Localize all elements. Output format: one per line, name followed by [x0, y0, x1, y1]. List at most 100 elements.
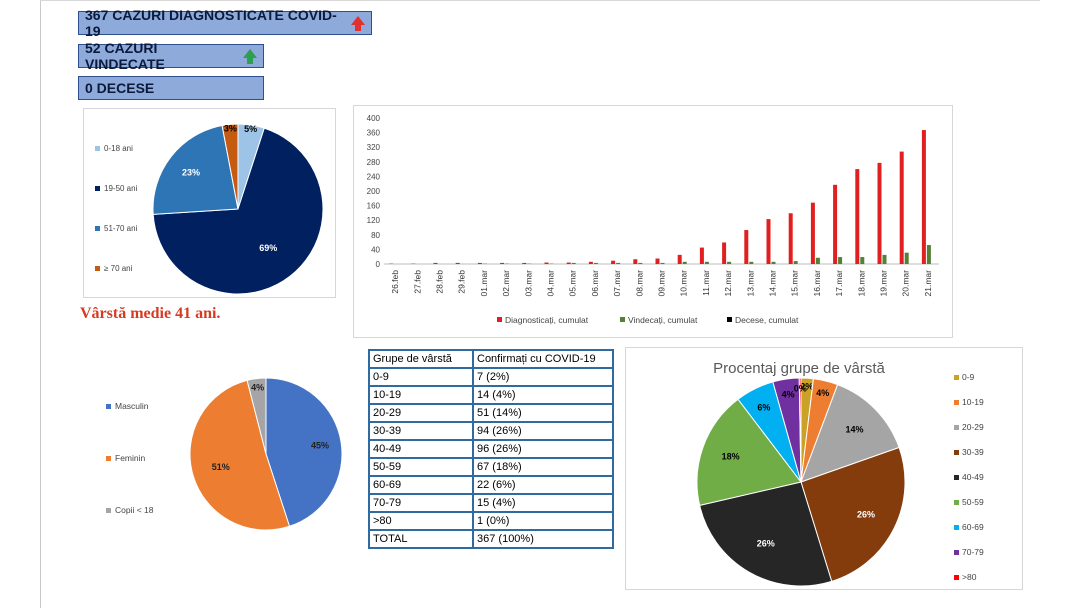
slice-label: 23% [182, 168, 200, 178]
legend-label: Masculin [115, 401, 149, 411]
arrow-up-green-icon [243, 48, 257, 64]
legend-swatch [954, 375, 959, 380]
x-tick-label: 15.mar [790, 270, 800, 297]
bar [660, 262, 665, 264]
x-tick-label: 14.mar [768, 270, 778, 297]
x-tick-label: 02.mar [501, 270, 511, 297]
bar [899, 151, 904, 264]
legend-label: 20-29 [962, 422, 984, 432]
age-groups-table: Grupe de vârstă Confirmați cu COVID-19 0… [368, 349, 614, 549]
table-cell: 50-59 [368, 457, 474, 477]
bar [904, 252, 909, 264]
legend-label: 70-79 [962, 547, 984, 557]
average-age-text: Vârstă medie 41 ani. [80, 305, 221, 322]
arrow-up-red-icon [351, 15, 365, 31]
x-tick-label: 07.mar [612, 270, 622, 297]
pie-slice [696, 398, 802, 506]
y-tick-label: 40 [371, 245, 380, 254]
table-header-row: Grupe de vârstă Confirmați cu COVID-19 [368, 349, 614, 369]
bar [766, 219, 771, 264]
y-tick-label: 400 [367, 114, 381, 123]
bar [749, 261, 754, 264]
pie-slice [189, 379, 291, 531]
table-row: 50-59 67 (18%) [368, 457, 614, 477]
y-tick-label: 280 [367, 158, 381, 167]
age-groups-pie-panel: 0-18 ani 19-50 ani 51-70 ani ≥ 70 ani 5% 69% 2… [83, 108, 336, 298]
x-tick-label: 01.mar [479, 270, 489, 297]
slice-label: 45% [311, 440, 329, 450]
table-cell: 94 (26%) [472, 421, 614, 441]
recovered-stat-text: 52 CAZURI VINDECATE [85, 40, 165, 72]
bar [882, 254, 887, 264]
cumulative-bar-chart: 0 40 80 120 160 200 240 280 320 360 400 26.feb 27.fe… [367, 114, 939, 325]
table-cell: 60-69 [368, 475, 474, 495]
legend-swatch [954, 475, 959, 480]
legend-label: Feminin [115, 453, 146, 463]
gender-pie-chart: Masculin Feminin Copii < 18 45% 51% 4% [106, 377, 343, 531]
bar [771, 261, 776, 264]
bar [793, 261, 798, 264]
table-row: 20-29 51 (14%) [368, 403, 614, 423]
x-tick-label: 28.feb [435, 270, 445, 294]
bar [860, 257, 865, 264]
legend-swatch [106, 404, 111, 409]
legend-swatch [106, 508, 111, 513]
legend-label: 50-59 [962, 497, 984, 507]
table-cell: 0-9 [368, 367, 474, 387]
bar [788, 213, 793, 264]
table-cell: 40-49 [368, 439, 474, 459]
pie-slice [221, 123, 239, 210]
diagnosed-stat-text: 367 CAZURI DIAGNOSTICATE COVID-19 [85, 7, 337, 39]
legend-swatch [954, 400, 959, 405]
slice-label: 4% [782, 390, 795, 400]
pie-slice [798, 377, 802, 483]
bar [833, 184, 838, 264]
bar [744, 230, 749, 264]
bar [838, 257, 843, 264]
table-cell: 70-79 [368, 493, 474, 513]
x-tick-label: 12.mar [723, 270, 733, 297]
table-cell: TOTAL [368, 529, 474, 549]
bar [611, 260, 616, 264]
bar [588, 261, 593, 264]
y-tick-label: 160 [367, 202, 381, 211]
table-cell: 367 (100%) [472, 529, 614, 549]
pie-slice [800, 384, 900, 483]
table-cell: 7 (2%) [472, 367, 614, 387]
recovered-stat-box: 52 CAZURI VINDECATE [78, 40, 264, 72]
table-row: 30-39 94 (26%) [368, 421, 614, 441]
bar [926, 245, 931, 264]
bar [682, 261, 687, 264]
pie-slice [265, 377, 343, 527]
legend-swatch [95, 186, 100, 191]
legend-label: 19-50 ani [104, 184, 138, 193]
x-tick-label: 26.feb [390, 270, 400, 294]
legend-label: 40-49 [962, 472, 984, 482]
legend-swatch [95, 266, 100, 271]
bar [877, 162, 882, 264]
legend-label: Vindecați, cumulat [628, 315, 698, 325]
table-cell: 15 (4%) [472, 493, 614, 513]
table-cell: 30-39 [368, 421, 474, 441]
x-tick-label: 04.mar [546, 270, 556, 297]
table-cell: 67 (18%) [472, 457, 614, 477]
legend-swatch [954, 575, 959, 580]
pie-slice [800, 446, 906, 582]
slice-label: 18% [722, 452, 740, 462]
table-cell: 96 (26%) [472, 439, 614, 459]
deaths-stat-text: 0 DECESE [85, 80, 155, 96]
bar [704, 261, 709, 264]
x-tick-label: 10.mar [679, 270, 689, 297]
legend-label: 0-9 [962, 372, 975, 382]
legend-swatch [954, 425, 959, 430]
legend-swatch [954, 525, 959, 530]
cumulative-bar-panel: 0 40 80 120 160 200 240 280 320 360 400 26.feb 27.fe… [353, 105, 953, 338]
deaths-stat-box: 0 DECESE [78, 76, 264, 100]
age-percent-pie-panel: Procentaj grupe de vârstă 0-9 10-19 20-29 30… [625, 347, 1023, 590]
legend-swatch [954, 450, 959, 455]
table-header-cell: Confirmați cu COVID-19 [472, 349, 614, 369]
table-cell: 10-19 [368, 385, 474, 405]
x-tick-label: 27.feb [412, 270, 422, 294]
x-tick-label: 08.mar [634, 270, 644, 297]
legend-label: 0-18 ani [104, 144, 133, 153]
